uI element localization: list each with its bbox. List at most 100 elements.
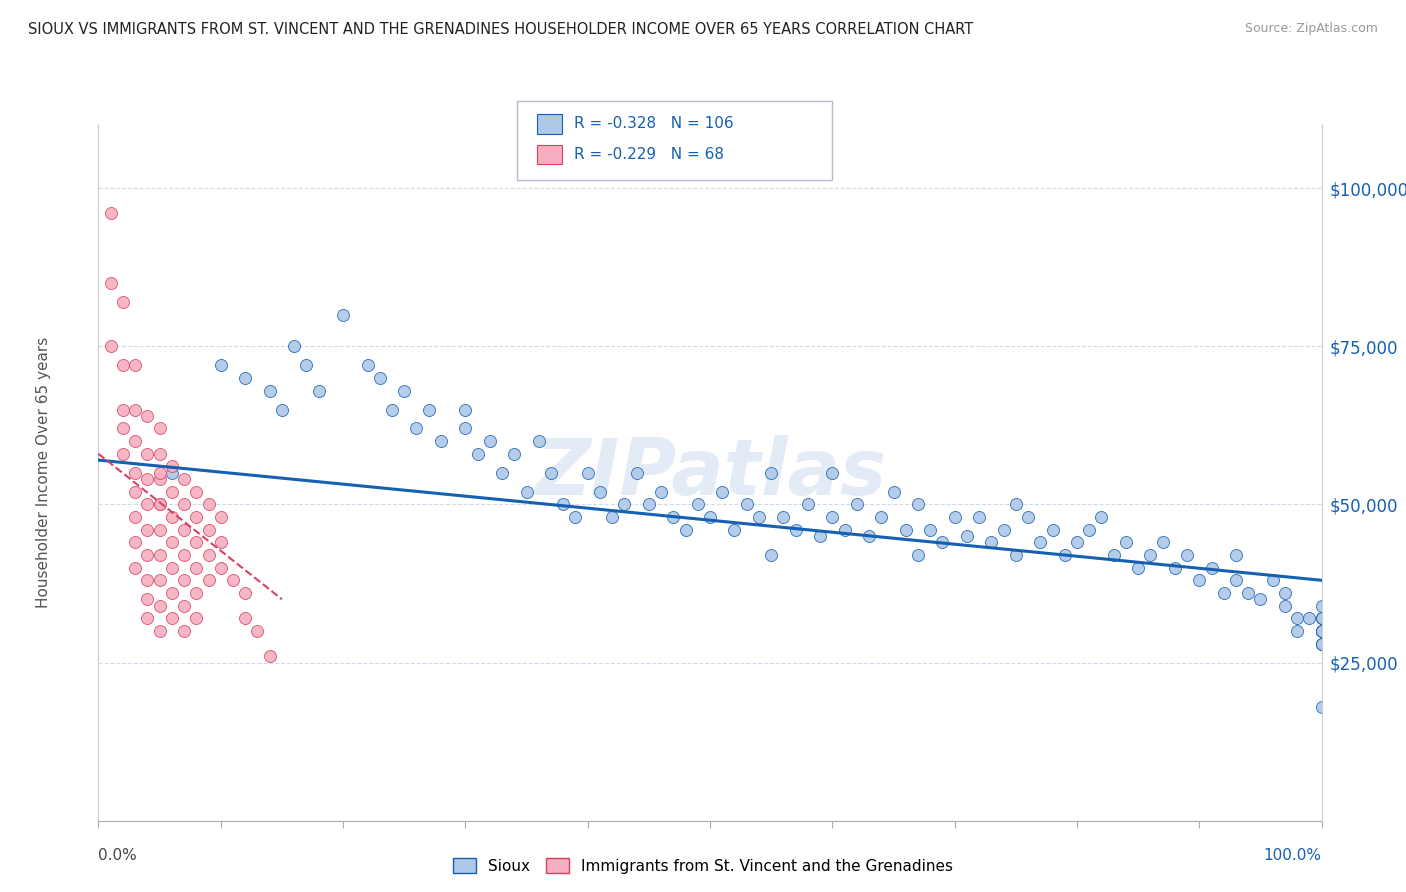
Point bbox=[111, 358, 134, 372]
Point bbox=[149, 497, 172, 511]
Point bbox=[283, 339, 305, 353]
Point bbox=[1310, 611, 1333, 625]
Point bbox=[430, 434, 453, 449]
Point bbox=[894, 523, 917, 537]
Point bbox=[1053, 548, 1076, 562]
Point bbox=[149, 523, 172, 537]
Point bbox=[1310, 624, 1333, 638]
Point bbox=[1004, 548, 1026, 562]
Point bbox=[1237, 586, 1260, 600]
Point bbox=[454, 402, 477, 417]
Point bbox=[1128, 560, 1150, 574]
Point bbox=[149, 447, 172, 461]
Point bbox=[1310, 699, 1333, 714]
Point bbox=[197, 497, 219, 511]
Point bbox=[845, 497, 868, 511]
Point bbox=[638, 497, 661, 511]
Point bbox=[748, 510, 770, 524]
Text: R = -0.328   N = 106: R = -0.328 N = 106 bbox=[574, 117, 734, 131]
Point bbox=[149, 599, 172, 613]
Point bbox=[735, 497, 758, 511]
Point bbox=[600, 510, 623, 524]
Point bbox=[1078, 523, 1101, 537]
Point bbox=[723, 523, 745, 537]
Point bbox=[136, 409, 159, 423]
Point bbox=[149, 548, 172, 562]
Point bbox=[1249, 592, 1271, 607]
Point bbox=[186, 586, 208, 600]
Text: ZIPatlas: ZIPatlas bbox=[534, 434, 886, 511]
Point bbox=[173, 548, 195, 562]
Point bbox=[564, 510, 586, 524]
Point bbox=[233, 586, 256, 600]
Point bbox=[1212, 586, 1234, 600]
Point bbox=[136, 611, 159, 625]
Point bbox=[392, 384, 416, 398]
Point bbox=[1310, 636, 1333, 650]
Point bbox=[209, 535, 232, 549]
Point bbox=[1225, 574, 1247, 588]
Point bbox=[149, 472, 172, 486]
Point bbox=[149, 497, 172, 511]
Point bbox=[613, 497, 636, 511]
Point bbox=[160, 611, 183, 625]
Point bbox=[295, 358, 318, 372]
Point bbox=[405, 421, 427, 435]
Text: Householder Income Over 65 years: Householder Income Over 65 years bbox=[37, 337, 51, 608]
Point bbox=[491, 466, 513, 480]
Point bbox=[136, 548, 159, 562]
Point bbox=[1274, 586, 1296, 600]
Text: Source: ZipAtlas.com: Source: ZipAtlas.com bbox=[1244, 22, 1378, 36]
Point bbox=[1310, 624, 1333, 638]
Point bbox=[662, 510, 685, 524]
Point bbox=[1175, 548, 1198, 562]
Point bbox=[785, 523, 807, 537]
Point bbox=[173, 624, 195, 638]
Point bbox=[149, 574, 172, 588]
Point bbox=[797, 497, 820, 511]
Point bbox=[259, 384, 281, 398]
Point bbox=[1066, 535, 1088, 549]
Point bbox=[943, 510, 966, 524]
Point bbox=[821, 466, 844, 480]
Point bbox=[100, 339, 122, 353]
Point bbox=[124, 535, 146, 549]
Point bbox=[1004, 497, 1026, 511]
Point bbox=[711, 484, 734, 499]
Point bbox=[1017, 510, 1039, 524]
Point bbox=[1298, 611, 1320, 625]
Point bbox=[160, 560, 183, 574]
Point bbox=[761, 548, 783, 562]
Point bbox=[136, 497, 159, 511]
Point bbox=[907, 548, 929, 562]
Point bbox=[503, 447, 526, 461]
Point bbox=[160, 466, 183, 480]
Point bbox=[233, 371, 256, 385]
Text: R = -0.229   N = 68: R = -0.229 N = 68 bbox=[574, 147, 724, 161]
Point bbox=[160, 510, 183, 524]
Point bbox=[246, 624, 269, 638]
Point bbox=[1115, 535, 1137, 549]
Point bbox=[1310, 636, 1333, 650]
Point bbox=[100, 206, 122, 220]
Point bbox=[149, 466, 172, 480]
Point bbox=[931, 535, 953, 549]
Point bbox=[173, 523, 195, 537]
Point bbox=[111, 421, 134, 435]
Point bbox=[124, 402, 146, 417]
Point bbox=[186, 484, 208, 499]
Point bbox=[160, 459, 183, 474]
Point bbox=[356, 358, 378, 372]
Point bbox=[467, 447, 489, 461]
Point bbox=[100, 276, 122, 290]
Point bbox=[124, 434, 146, 449]
Point bbox=[1029, 535, 1052, 549]
Point bbox=[209, 560, 232, 574]
Point bbox=[124, 484, 146, 499]
Point bbox=[956, 529, 979, 543]
Point bbox=[650, 484, 672, 499]
Point bbox=[136, 472, 159, 486]
Point bbox=[368, 371, 391, 385]
Legend: Sioux, Immigrants from St. Vincent and the Grenadines: Sioux, Immigrants from St. Vincent and t… bbox=[447, 852, 959, 880]
Text: SIOUX VS IMMIGRANTS FROM ST. VINCENT AND THE GRENADINES HOUSEHOLDER INCOME OVER : SIOUX VS IMMIGRANTS FROM ST. VINCENT AND… bbox=[28, 22, 973, 37]
